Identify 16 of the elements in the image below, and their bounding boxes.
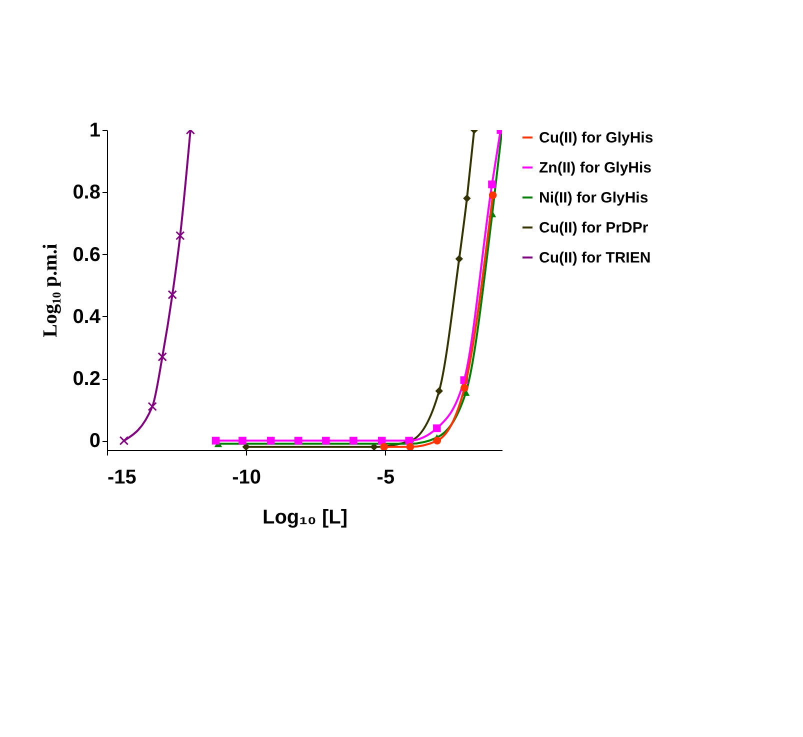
x-tick-label: -15 [108, 466, 136, 488]
x-tick-label: -10 [232, 466, 262, 488]
x-tick-label: -5 [376, 466, 395, 488]
y-tick-label: 0 [89, 430, 100, 452]
y-tick-label: 0.2 [72, 368, 100, 390]
y-tick-label: 1 [89, 120, 100, 142]
legend-label: Cu(II) for GlyHis [539, 130, 654, 146]
x-axis-title: Log₁₀ [L] [262, 506, 348, 528]
y-axis-title: Log₁₀ p.m.i [40, 243, 62, 338]
legend-label: Cu(II) for TRIEN [539, 250, 651, 266]
y-tick-label: 0.4 [72, 306, 102, 328]
legend-label: Zn(II) for GlyHis [539, 160, 652, 176]
y-tick-label: 0.6 [72, 244, 100, 266]
y-tick-label: 0.8 [72, 182, 100, 204]
legend-label: Cu(II) for PrDPr [539, 220, 648, 236]
legend-label: Ni(II) for GlyHis [539, 190, 648, 206]
